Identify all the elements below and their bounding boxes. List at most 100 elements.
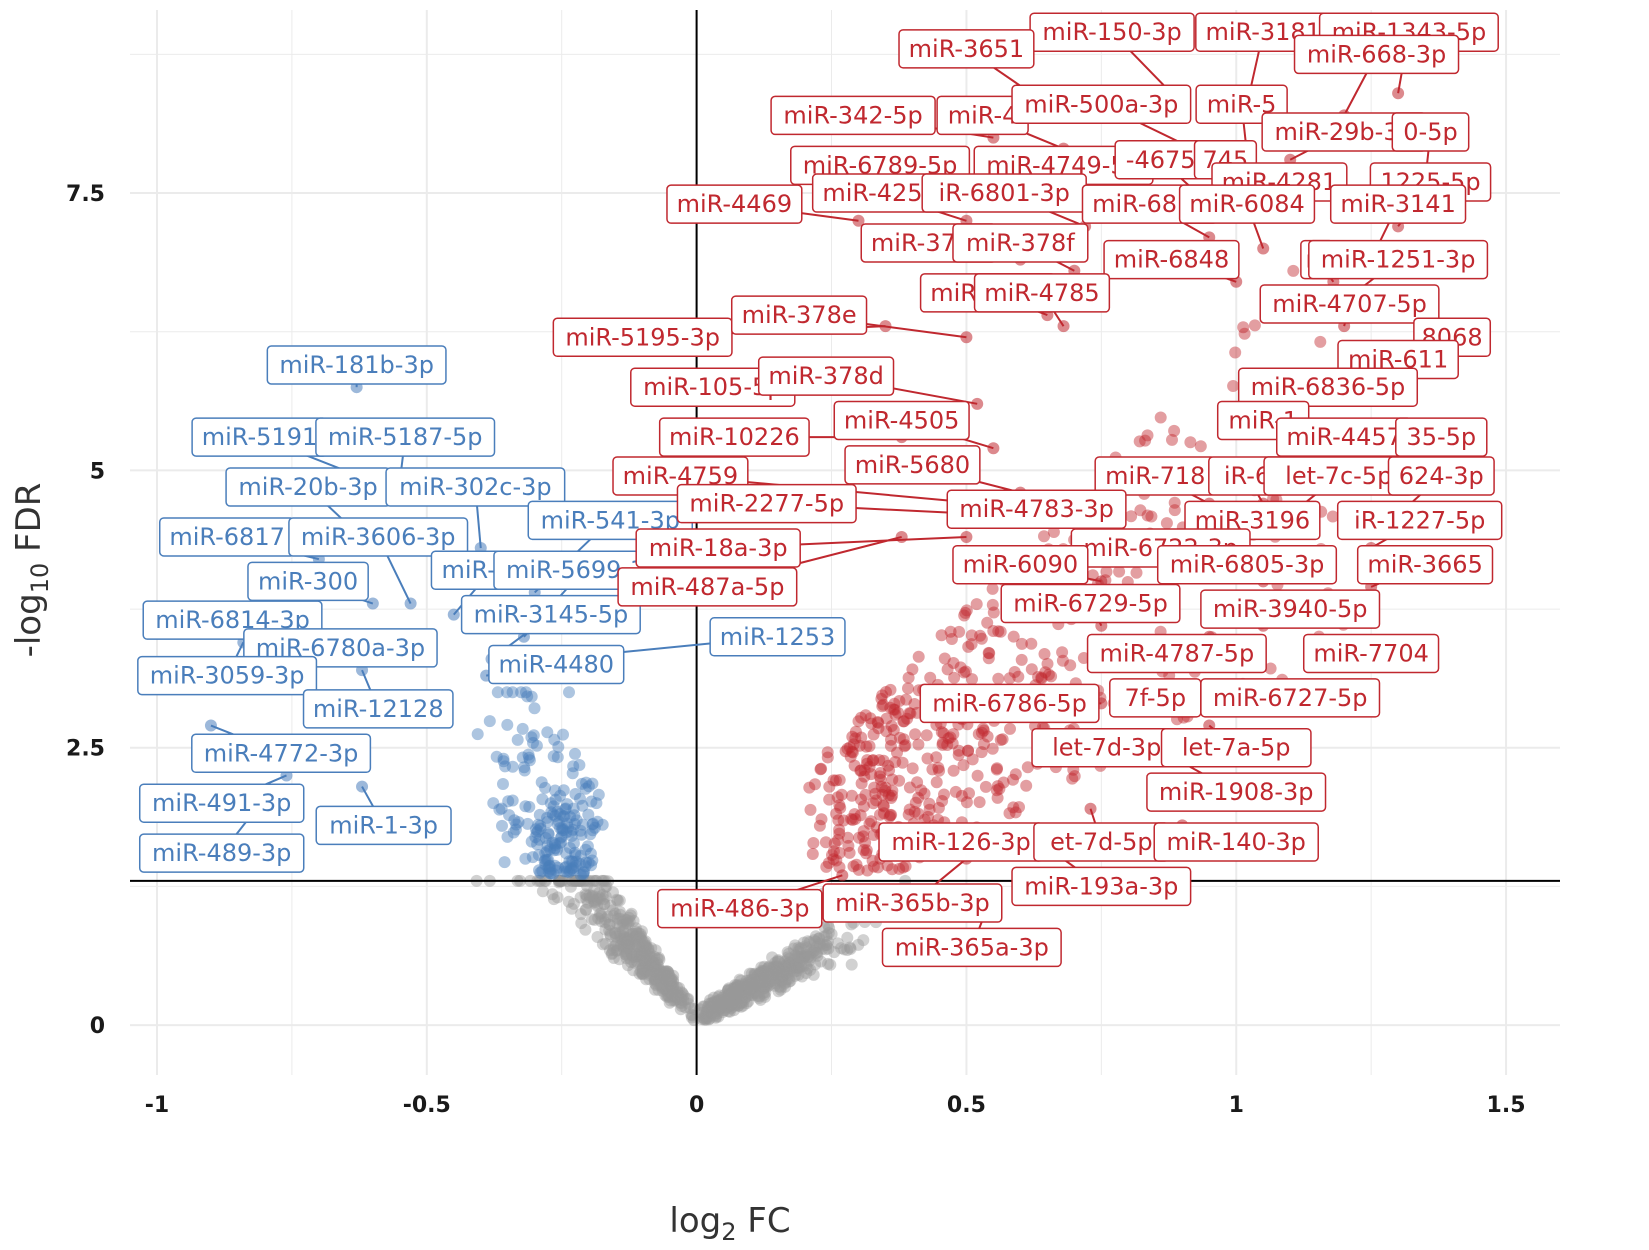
data-point xyxy=(708,997,721,1010)
data-point xyxy=(493,803,506,816)
data-point xyxy=(750,981,763,993)
data-point xyxy=(820,938,832,951)
data-point xyxy=(586,889,599,902)
data-point xyxy=(713,1002,726,1014)
gene-label-text: miR-6084 xyxy=(1189,190,1305,218)
data-point xyxy=(893,731,906,744)
data-point xyxy=(863,760,876,773)
data-point xyxy=(773,972,786,985)
gene-label-text: miR-6786-5p xyxy=(932,689,1087,717)
data-point xyxy=(592,912,605,925)
data-point xyxy=(738,982,751,995)
gene-label-text: miR-3059-3p xyxy=(150,662,305,690)
data-point xyxy=(574,824,587,837)
data-point xyxy=(582,780,595,793)
data-point xyxy=(971,769,984,782)
data-point xyxy=(626,949,638,962)
data-point xyxy=(629,931,642,944)
data-point xyxy=(735,991,748,1004)
data-point xyxy=(636,948,649,961)
data-point xyxy=(920,729,933,742)
data-point xyxy=(888,703,901,716)
data-point xyxy=(844,941,856,954)
data-point xyxy=(600,880,613,893)
data-point xyxy=(902,808,915,821)
data-point xyxy=(819,836,832,849)
gene-label-box xyxy=(1391,112,1470,152)
data-point xyxy=(660,971,673,984)
data-point xyxy=(855,777,868,790)
data-point xyxy=(750,976,763,989)
data-point xyxy=(487,797,500,810)
data-point xyxy=(724,998,737,1010)
data-point xyxy=(879,784,892,797)
gene-label: iR-6801-3p xyxy=(921,173,1087,213)
labelled-point xyxy=(447,608,460,621)
data-point xyxy=(607,952,620,964)
data-point xyxy=(859,836,872,849)
data-point xyxy=(651,969,664,982)
data-point xyxy=(661,985,674,998)
data-point xyxy=(547,893,560,906)
data-point xyxy=(532,818,545,831)
data-point xyxy=(859,788,872,801)
data-point xyxy=(1025,663,1038,676)
downregulated-points xyxy=(471,686,609,881)
gene-label-text: miR-20b-3p xyxy=(238,473,377,501)
data-point xyxy=(762,968,775,981)
data-point xyxy=(930,776,943,789)
gene-label: miR-6084 xyxy=(1178,184,1316,224)
data-point xyxy=(908,698,921,710)
data-point xyxy=(735,994,748,1007)
data-point xyxy=(758,982,770,995)
data-point xyxy=(896,756,909,769)
data-point xyxy=(1013,801,1025,814)
gene-label-box xyxy=(1395,417,1488,457)
data-point xyxy=(852,863,865,876)
gene-label: miR-1-3p xyxy=(315,805,452,846)
data-point xyxy=(508,814,521,827)
data-point xyxy=(822,927,835,939)
gene-label: miR-5187-5p xyxy=(315,417,496,457)
data-point xyxy=(501,686,513,699)
data-point xyxy=(1166,433,1178,446)
gene-label-text: miR-2277-5p xyxy=(689,490,844,518)
data-point xyxy=(738,985,751,998)
data-point xyxy=(783,962,796,975)
data-point xyxy=(800,942,813,954)
data-point xyxy=(682,992,695,1005)
data-point xyxy=(700,1007,713,1019)
data-point xyxy=(757,981,770,994)
data-point xyxy=(725,986,738,999)
gene-label-box xyxy=(919,683,1100,724)
data-point xyxy=(700,1013,713,1026)
gene-label-box xyxy=(833,400,970,441)
data-point xyxy=(780,960,793,973)
data-point xyxy=(659,966,672,978)
data-point xyxy=(777,969,790,982)
data-point xyxy=(835,942,848,955)
data-point xyxy=(666,988,679,1001)
data-point xyxy=(823,780,836,793)
data-point xyxy=(711,1000,723,1013)
data-point xyxy=(636,941,649,954)
data-point xyxy=(835,788,848,801)
data-point xyxy=(632,927,645,940)
data-point xyxy=(772,985,785,998)
data-point xyxy=(501,718,514,731)
data-point xyxy=(628,956,641,969)
data-point xyxy=(728,981,740,994)
data-point xyxy=(671,981,683,994)
data-point xyxy=(746,989,759,1002)
data-point xyxy=(665,980,678,993)
data-point xyxy=(753,974,766,987)
data-point xyxy=(702,1001,715,1014)
data-point xyxy=(958,666,971,679)
y-tick-label: 7.5 xyxy=(66,182,105,207)
data-point xyxy=(723,996,736,1009)
data-point xyxy=(714,1002,727,1015)
data-point xyxy=(807,946,819,959)
data-point xyxy=(858,764,871,777)
data-point xyxy=(623,939,636,951)
data-point xyxy=(752,974,765,987)
